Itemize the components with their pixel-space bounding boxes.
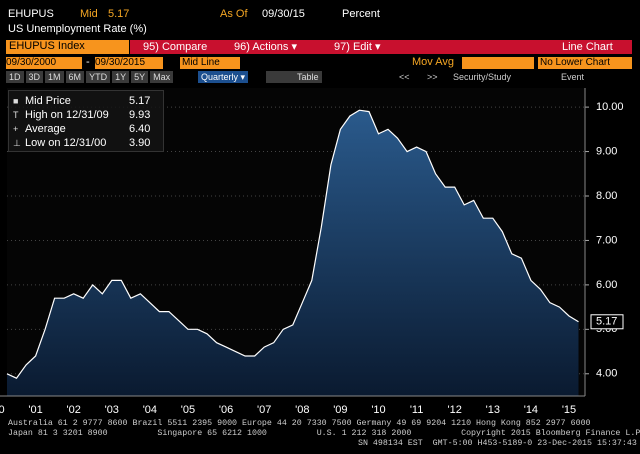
chart-title: US Unemployment Rate (%) bbox=[8, 23, 147, 35]
end-date[interactable]: 09/30/2015 bbox=[95, 57, 163, 69]
period-button[interactable]: 1Y bbox=[112, 71, 130, 83]
footer-line: SN 498134 EST GMT-5:00 H453-5189-0 23-De… bbox=[358, 439, 637, 448]
legend-label: Mid Price bbox=[25, 95, 71, 107]
menu-actions[interactable]: 96) Actions ▾ bbox=[234, 41, 297, 53]
period-button[interactable]: 1D bbox=[6, 71, 24, 83]
menu-bar bbox=[130, 40, 632, 54]
footer-line: Australia 61 2 9777 8600 Brazil 5511 239… bbox=[8, 419, 591, 428]
start-date[interactable]: 09/30/2000 bbox=[6, 57, 82, 69]
y-tick-label: 10.00 bbox=[596, 101, 624, 113]
chart: 4.005.006.007.008.009.0010.005.17'00'01'… bbox=[0, 88, 624, 416]
menu-compare[interactable]: 95) Compare bbox=[143, 41, 208, 53]
asof-date: 09/30/15 bbox=[262, 8, 305, 20]
period-button[interactable]: 5Y bbox=[131, 71, 149, 83]
x-tick-label: '05 bbox=[181, 404, 195, 416]
security-study[interactable]: Security/Study bbox=[453, 72, 512, 82]
x-tick-label: '06 bbox=[219, 404, 233, 416]
x-tick-label: '07 bbox=[257, 404, 271, 416]
period-button[interactable]: 6M bbox=[65, 71, 85, 83]
forward-button[interactable]: >> bbox=[427, 72, 438, 82]
line bbox=[6, 109, 579, 379]
period-button[interactable]: YTD bbox=[86, 71, 111, 83]
x-tick-label: '04 bbox=[143, 404, 157, 416]
legend-value: 3.90 bbox=[129, 137, 151, 149]
unit: Percent bbox=[342, 8, 380, 20]
x-tick-label: '10 bbox=[371, 404, 385, 416]
x-tick-label: '01 bbox=[28, 404, 42, 416]
line-type[interactable]: Mid Line bbox=[180, 57, 240, 69]
legend-label: Low on 12/31/00 bbox=[25, 137, 107, 149]
mov-avg: Mov Avg bbox=[412, 56, 454, 68]
event-button[interactable]: Event bbox=[561, 72, 585, 82]
period-button[interactable]: 1M bbox=[45, 71, 64, 83]
x-tick-label: '00 bbox=[0, 404, 5, 416]
period-button[interactable]: Max bbox=[150, 71, 174, 83]
ticker: EHUPUS bbox=[8, 8, 54, 20]
mid-label: Mid bbox=[80, 8, 98, 20]
menu-edit[interactable]: 97) Edit ▾ bbox=[334, 41, 381, 53]
last-value-box bbox=[590, 314, 624, 330]
mov-avg-field[interactable] bbox=[462, 57, 534, 69]
x-tick-label: '08 bbox=[295, 404, 309, 416]
y-tick-label: 7.00 bbox=[596, 234, 617, 246]
x-tick-label: '12 bbox=[448, 404, 462, 416]
asof-label: As Of bbox=[220, 8, 248, 20]
frequency[interactable]: Quarterly ▾ bbox=[198, 71, 249, 83]
legend-label: High on 12/31/09 bbox=[25, 109, 109, 121]
chart-icon[interactable] bbox=[266, 71, 294, 83]
period-buttons: 1D 3D 1M 6M YTD 1Y 5Y Max bbox=[6, 71, 175, 84]
legend-symbol: ⊥ bbox=[13, 138, 21, 148]
legend: ■ Mid Price 5.17 T High on 12/31/09 9.93 + Aver… bbox=[8, 90, 164, 152]
chart-type[interactable]: Line Chart bbox=[562, 41, 613, 53]
legend-symbol: T bbox=[13, 110, 19, 120]
date-dash: - bbox=[86, 56, 90, 68]
security-field[interactable]: EHUPUS Index bbox=[6, 40, 129, 54]
legend-value: 5.17 bbox=[129, 95, 151, 107]
lower-chart[interactable]: No Lower Chart bbox=[538, 57, 632, 69]
legend-symbol: ■ bbox=[13, 96, 19, 106]
x-tick-label: '14 bbox=[524, 404, 538, 416]
legend-label: Average bbox=[25, 123, 66, 135]
table-button[interactable]: Table bbox=[294, 71, 322, 83]
y-tick-label: 4.00 bbox=[596, 368, 617, 380]
y-tick-label: 9.00 bbox=[596, 145, 617, 157]
back-button[interactable]: << bbox=[399, 72, 410, 82]
y-tick-label: 8.00 bbox=[596, 190, 617, 202]
footer-line: Japan 81 3 3201 8900 Singapore 65 6212 1… bbox=[8, 429, 640, 438]
mid-value: 5.17 bbox=[108, 8, 130, 20]
legend-symbol: + bbox=[13, 124, 19, 134]
x-tick-label: '11 bbox=[410, 404, 424, 416]
x-tick-label: '13 bbox=[486, 404, 500, 416]
last-value-label: 5.17 bbox=[596, 316, 617, 328]
period-button[interactable]: 3D bbox=[25, 71, 44, 83]
x-tick-label: '03 bbox=[105, 404, 119, 416]
legend-value: 6.40 bbox=[129, 123, 151, 135]
x-tick-label: '09 bbox=[333, 404, 347, 416]
x-tick-label: '15 bbox=[562, 404, 576, 416]
area bbox=[7, 110, 579, 396]
legend-value: 9.93 bbox=[129, 109, 151, 121]
x-tick-label: '02 bbox=[67, 404, 81, 416]
y-tick-label: 6.00 bbox=[596, 279, 617, 291]
